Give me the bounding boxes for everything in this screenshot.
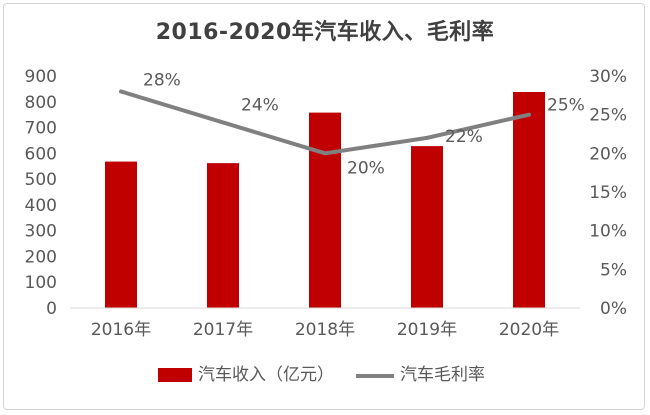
- legend-line-label: 汽车毛利率: [400, 365, 485, 385]
- y-left-tick-label: 300: [25, 222, 57, 242]
- margin-data-label: 28%: [143, 70, 181, 90]
- x-tick-label: 2020年: [499, 320, 559, 340]
- y-left-tick-label: 200: [25, 247, 57, 267]
- y-left-tick-label: 400: [25, 196, 57, 216]
- y-left-tick-label: 500: [25, 170, 57, 190]
- y-left-tick-label: 100: [25, 273, 57, 293]
- y-left-tick-label: 700: [25, 119, 57, 139]
- revenue-bar: [309, 112, 341, 308]
- margin-data-label: 22%: [445, 127, 483, 147]
- y-right-tick-label: 30%: [589, 67, 627, 87]
- margin-data-label: 25%: [547, 96, 585, 116]
- y-right-tick-label: 20%: [589, 144, 627, 164]
- y-right-tick-label: 10%: [589, 222, 627, 242]
- x-tick-label: 2017年: [193, 320, 253, 340]
- revenue-bar: [105, 161, 137, 308]
- margin-data-label: 20%: [347, 158, 385, 178]
- legend-bar-swatch: [158, 368, 192, 382]
- y-left-tick-label: 0: [46, 299, 57, 319]
- y-left-tick-label: 800: [25, 93, 57, 113]
- x-tick-label: 2018年: [295, 320, 355, 340]
- revenue-bar: [411, 146, 443, 308]
- y-left-tick-label: 900: [25, 67, 57, 87]
- chart-title: 2016-2020年汽车收入、毛利率: [155, 20, 495, 45]
- revenue-bar: [513, 91, 545, 308]
- legend-bar-label: 汽车收入（亿元）: [198, 365, 334, 385]
- y-right-tick-label: 5%: [600, 260, 627, 280]
- x-tick-label: 2019年: [397, 320, 457, 340]
- y-right-tick-label: 25%: [589, 106, 627, 126]
- y-right-tick-label: 15%: [589, 183, 627, 203]
- margin-line: [119, 89, 531, 156]
- y-left-tick-label: 600: [25, 144, 57, 164]
- margin-data-label: 24%: [241, 95, 279, 115]
- revenue-bar: [207, 163, 239, 308]
- x-tick-label: 2016年: [91, 320, 151, 340]
- y-right-tick-label: 0%: [600, 299, 627, 319]
